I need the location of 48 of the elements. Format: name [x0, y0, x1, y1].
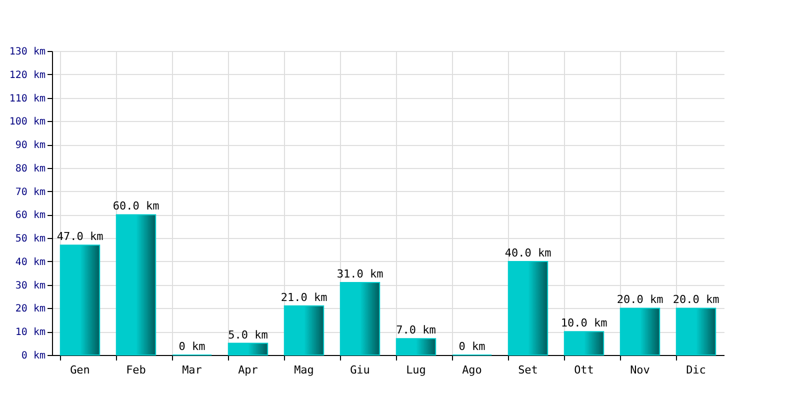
bar — [396, 338, 436, 356]
data-label: 21.0 km — [280, 290, 328, 304]
x-tick-label: Ott — [574, 364, 594, 376]
y-tick-label: 110 km — [9, 93, 46, 104]
bar — [620, 308, 660, 356]
y-tick-label: 20 km — [15, 304, 46, 315]
data-label: 10.0 km — [560, 316, 608, 330]
bar — [228, 342, 268, 356]
bar — [284, 305, 324, 356]
x-tick-label: Set — [518, 364, 538, 376]
y-tick-label: 90 km — [15, 140, 46, 152]
y-tick-label: 40 km — [15, 256, 46, 268]
data-label: 7.0 km — [396, 324, 436, 337]
data-label: 0 km — [178, 340, 206, 353]
bar — [564, 331, 604, 356]
bar — [340, 282, 380, 356]
data-label: 47.0 km — [56, 230, 104, 244]
bar — [676, 308, 716, 356]
data-label: 0 km — [458, 340, 486, 353]
data-label: 40.0 km — [504, 246, 552, 260]
x-tick-label: Ago — [462, 364, 482, 376]
y-tick-label: 120 km — [9, 70, 46, 81]
data-label: 60.0 km — [112, 200, 160, 213]
data-label: 5.0 km — [228, 328, 268, 342]
data-label: 31.0 km — [336, 268, 384, 281]
data-label: 20.0 km — [616, 293, 664, 306]
bar — [60, 244, 100, 356]
y-tick-label: 130 km — [9, 46, 46, 58]
y-tick-label: 100 km — [9, 116, 46, 128]
x-tick-label: Mar — [182, 364, 202, 376]
x-tick-label: Mag — [294, 364, 314, 376]
x-tick-label: Apr — [238, 364, 258, 376]
y-tick-label: 0 km — [21, 350, 46, 362]
y-tick-label: 10 km — [15, 327, 46, 338]
x-tick-label: Nov — [630, 364, 650, 376]
x-tick-label: Gen — [70, 364, 90, 376]
x-tick-label: Dic — [686, 364, 706, 376]
x-tick-label: Lug — [406, 364, 426, 376]
x-tick-label: Giu — [350, 364, 370, 376]
bar — [508, 260, 548, 356]
y-tick-label: 60 km — [15, 210, 46, 222]
x-tick-label: Feb — [126, 364, 146, 376]
y-tick-label: 80 km — [15, 163, 46, 174]
bar — [116, 214, 156, 356]
y-tick-label: 30 km — [15, 280, 46, 292]
y-tick-label: 50 km — [15, 234, 46, 245]
data-label: 20.0 km — [672, 293, 720, 306]
y-tick-label: 70 km — [15, 186, 46, 198]
